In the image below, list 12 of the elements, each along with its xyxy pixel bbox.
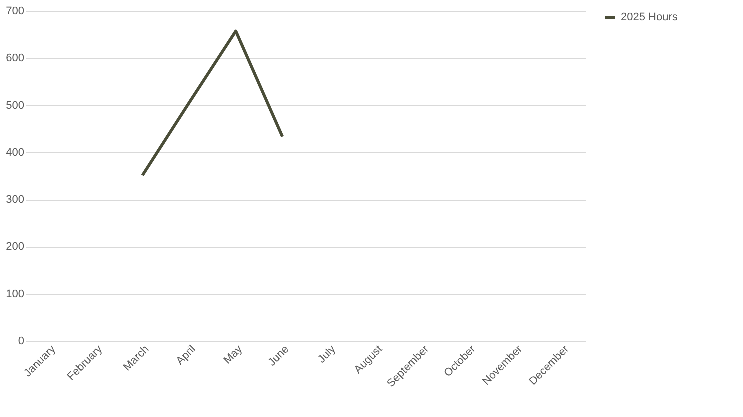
y-tick-label: 200 <box>6 241 24 254</box>
y-tick-label: 100 <box>6 288 24 300</box>
line-series <box>141 30 284 178</box>
y-tick-label: 600 <box>6 52 24 65</box>
y-tick-label: 500 <box>6 100 24 112</box>
y-tick-label: 400 <box>6 146 24 159</box>
x-tick-label: May <box>222 343 246 367</box>
y-tick-label: 300 <box>6 194 24 206</box>
x-tick-label: July <box>316 343 339 366</box>
legend-label: 2025 Hours <box>621 12 678 24</box>
y-tick-label: 700 <box>6 6 24 18</box>
y-tick-label: 0 <box>18 336 24 348</box>
